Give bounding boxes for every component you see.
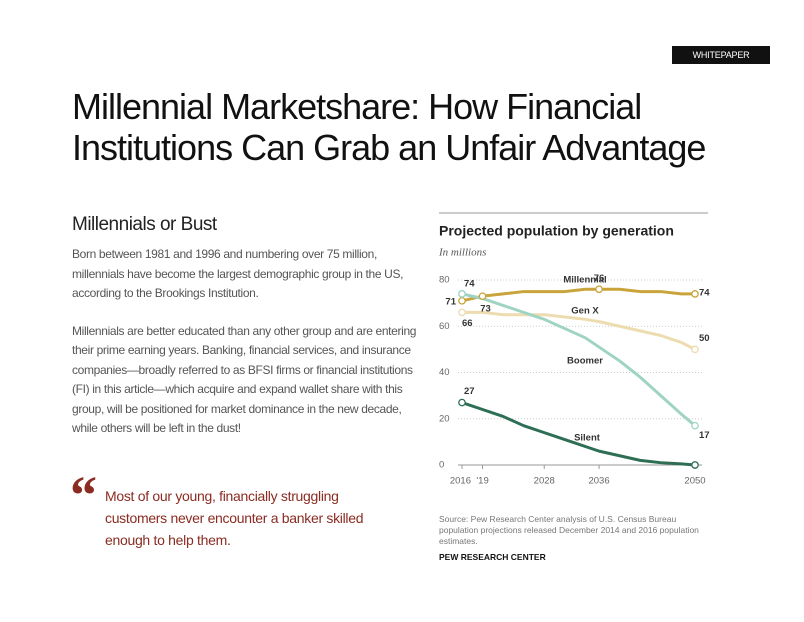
y-tick-label: 80: [439, 275, 450, 286]
point-marker: [478, 292, 487, 301]
x-tick-label: 2016: [450, 476, 471, 487]
title-line: Institutions Can Grab an Unfair Advantag…: [72, 127, 706, 168]
data-label: 74: [699, 287, 710, 298]
x-tick-label: 2028: [534, 476, 555, 487]
point-marker: [691, 461, 699, 469]
y-tick-label: 0: [439, 460, 444, 471]
series-line: [461, 401, 696, 467]
data-label: 50: [699, 333, 710, 344]
paragraph: Born between 1981 and 1996 and numbering…: [72, 247, 404, 300]
data-label: 17: [699, 430, 710, 441]
data-label: 71: [445, 296, 456, 307]
point-marker: [595, 285, 603, 294]
point-marker: [691, 290, 699, 298]
page-title: Millennial Marketshare: How Financial In…: [72, 86, 706, 168]
series-line: [461, 292, 696, 427]
chart-title: Projected population by generation: [439, 223, 674, 239]
section-heading: Millennials or Bust: [72, 214, 217, 235]
body-text: Born between 1981 and 1996 and numbering…: [72, 245, 417, 457]
y-tick-label: 40: [439, 367, 450, 378]
data-label: 74: [464, 278, 475, 289]
chart: Projected population by generation In mi…: [438, 212, 710, 487]
data-label: 76: [594, 273, 605, 284]
series-name: Boomer: [567, 356, 603, 367]
y-tick-label: 20: [439, 413, 450, 424]
x-tick-label: 2050: [684, 476, 705, 487]
point-marker: [691, 421, 699, 430]
series-line: [462, 310, 696, 351]
title-line: Millennial Marketshare: How Financial: [72, 86, 642, 127]
series-name: Gen X: [571, 306, 599, 317]
series-name: Millennial: [563, 275, 606, 286]
data-label: 27: [464, 386, 475, 397]
quote-mark: “: [70, 465, 97, 525]
series-line: [461, 287, 695, 303]
point-marker: [691, 345, 699, 354]
badge: WHITEPAPER: [672, 46, 770, 64]
point-marker: [458, 398, 466, 407]
chart-subtitle: In millions: [438, 247, 486, 259]
series-name: Silent: [574, 433, 601, 444]
point-marker: [458, 296, 466, 305]
point-marker: [458, 308, 466, 317]
data-label: 73: [480, 304, 491, 315]
x-tick-label: '19: [476, 476, 488, 487]
point-marker: [458, 290, 466, 298]
x-tick-label: 2036: [588, 476, 609, 487]
y-tick-label: 60: [439, 321, 450, 332]
chart-source: Source: Pew Research Center analysis of …: [439, 514, 699, 546]
chart-credit: PEW RESEARCH CENTER: [439, 552, 546, 562]
paragraph: Millennials are better educated than any…: [72, 323, 417, 436]
data-label: 66: [462, 318, 473, 329]
pull-quote: Most of our young, financially strugglin…: [105, 488, 364, 548]
